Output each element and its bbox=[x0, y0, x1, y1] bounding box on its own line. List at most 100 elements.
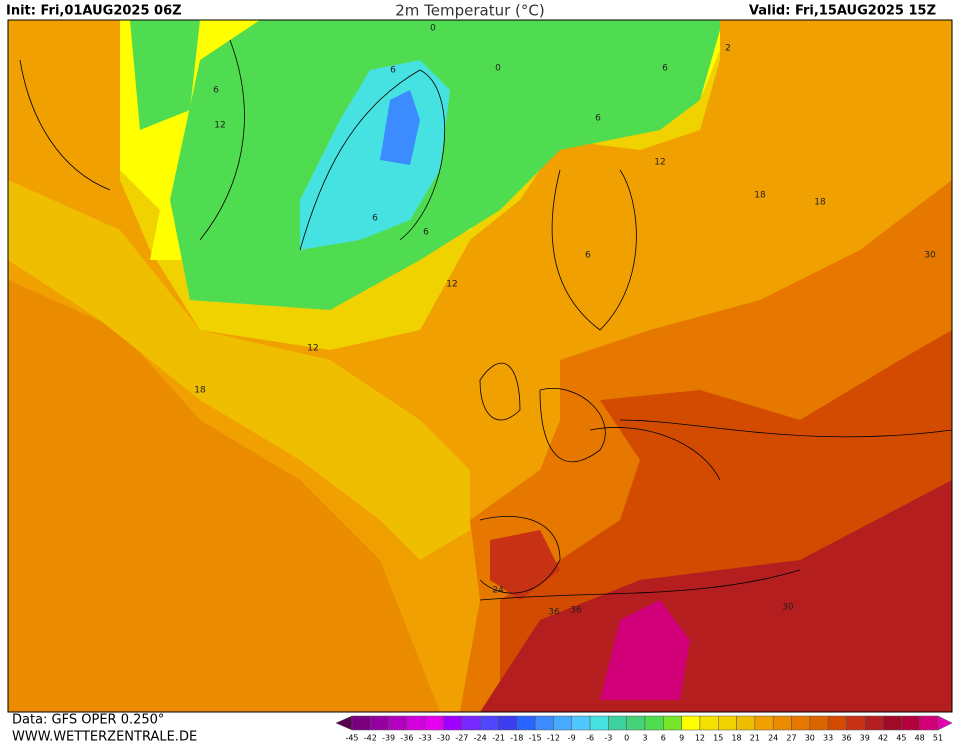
colorbar-tick-label: 3 bbox=[642, 734, 647, 743]
colorbar-tick-label: 0 bbox=[624, 734, 629, 743]
colorbar-swatch bbox=[901, 715, 920, 731]
colorbar-swatch bbox=[479, 715, 499, 731]
colorbar-swatch bbox=[608, 715, 627, 731]
colorbar-tick-label: 6 bbox=[661, 734, 666, 743]
colorbar-swatch bbox=[516, 715, 536, 731]
colorbar: -45 -42 -39 -36 -33 -30 -27 -24 -21 -18 -15 -12 -9 -6… bbox=[335, 715, 953, 743]
contour-label: 12 bbox=[214, 121, 225, 131]
site-url: WWW.WETTERZENTRALE.DE bbox=[12, 730, 197, 745]
contour-label: 30 bbox=[924, 251, 936, 261]
contour-label: 6 bbox=[595, 114, 601, 124]
colorbar-swatch bbox=[718, 715, 737, 731]
colorbar-tick-label: 45 bbox=[896, 734, 906, 743]
colorbar-swatch bbox=[571, 715, 591, 731]
contour-label: 6 bbox=[213, 86, 219, 96]
contour-label: 2 bbox=[725, 44, 731, 54]
colorbar-swatch bbox=[388, 715, 408, 731]
colorbar-swatch bbox=[461, 715, 481, 731]
colorbar-swatch bbox=[553, 715, 572, 731]
colorbar-tick-label: 48 bbox=[915, 734, 925, 743]
colorbar-swatch bbox=[663, 715, 682, 731]
colorbar-tick-label: 18 bbox=[731, 734, 741, 743]
contour-label: 12 bbox=[654, 158, 665, 168]
colorbar-tick-label: 36 bbox=[841, 734, 851, 743]
colorbar-high-end bbox=[937, 715, 953, 731]
colorbar-swatch bbox=[864, 715, 884, 731]
contour-label: 6 bbox=[662, 64, 668, 74]
colorbar-swatch bbox=[846, 715, 865, 731]
colorbar-swatch bbox=[370, 715, 389, 731]
colorbar-tick-label: -21 bbox=[492, 734, 505, 743]
green-zone-west bbox=[130, 20, 200, 130]
colorbar-swatch bbox=[406, 715, 426, 731]
colorbar-tick-label: -30 bbox=[437, 734, 450, 743]
colorbar-swatch bbox=[809, 715, 829, 731]
contour-label: 36 bbox=[548, 608, 560, 618]
colorbar-swatch bbox=[882, 715, 902, 731]
colorbar-swatch bbox=[534, 715, 554, 731]
contour-label: 6 bbox=[585, 251, 591, 261]
colorbar-tick-label: -3 bbox=[604, 734, 612, 743]
map-frame bbox=[7, 19, 953, 713]
colorbar-tick-label: -18 bbox=[510, 734, 523, 743]
colorbar-swatch bbox=[827, 715, 847, 731]
colorbar-swatch bbox=[681, 715, 701, 731]
coastlines bbox=[19, 39, 952, 601]
contour-label: 30 bbox=[782, 603, 794, 613]
colorbar-tick-label: -15 bbox=[529, 734, 542, 743]
colorbar-tick-label: 42 bbox=[878, 734, 888, 743]
colorbar-tick-label: 24 bbox=[768, 734, 778, 743]
africa-hot bbox=[480, 480, 952, 712]
colorbar-swatch bbox=[425, 715, 444, 731]
colorbar-swatch bbox=[498, 715, 518, 731]
init-time: Init: Fri,01AUG2025 06Z bbox=[6, 4, 182, 19]
colorbar-tick-label: -42 bbox=[364, 734, 377, 743]
contour-label: 36 bbox=[570, 606, 582, 616]
colorbar-tick-label: -6 bbox=[586, 734, 594, 743]
sahara-peak bbox=[600, 600, 690, 700]
colorbar-tick-label: -9 bbox=[568, 734, 576, 743]
ocean-warm bbox=[8, 280, 440, 712]
colorbar-swatch bbox=[754, 715, 774, 731]
colorbar-low-end bbox=[335, 715, 353, 731]
colorbar-tick-label: -45 bbox=[345, 734, 358, 743]
contour-label: 0 bbox=[430, 24, 436, 34]
contour-label: 18 bbox=[194, 386, 206, 396]
contour-label: 6 bbox=[390, 66, 396, 76]
contour-label: 18 bbox=[754, 191, 766, 201]
greenland-ice bbox=[380, 90, 420, 165]
map-title: 2m Temperatur (°C) bbox=[395, 2, 545, 20]
colorbar-tick-label: 12 bbox=[695, 734, 705, 743]
colorbar-tick-label: -36 bbox=[400, 734, 413, 743]
contour-label: 18 bbox=[814, 198, 826, 208]
colorbar-swatch bbox=[443, 715, 463, 731]
colorbar-tick-label: 30 bbox=[805, 734, 815, 743]
contour-labels: 0 6 6 0 6 6 12 2 6 6 12 12 12 18 18 18 30 24 36 36 30 6 bbox=[194, 24, 936, 618]
map bbox=[7, 19, 953, 713]
colorbar-swatch bbox=[772, 715, 792, 731]
colorbar-swatch bbox=[919, 715, 939, 731]
contour-label: 0 bbox=[495, 64, 501, 74]
colorbar-tick-label: -27 bbox=[455, 734, 468, 743]
colorbar-swatch bbox=[351, 715, 371, 731]
colorbar-tick-label: 15 bbox=[713, 734, 723, 743]
colorbar-tick-label: 39 bbox=[860, 734, 870, 743]
contour-label: 12 bbox=[446, 280, 457, 290]
colorbar-swatch bbox=[699, 715, 719, 731]
colorbar-tick-label: -33 bbox=[419, 734, 432, 743]
colorbar-tick-label: 51 bbox=[933, 734, 943, 743]
colorbar-swatch bbox=[644, 715, 664, 731]
colorbar-tick-label: -39 bbox=[382, 734, 395, 743]
data-source: Data: GFS OPER 0.250° bbox=[12, 713, 164, 728]
colorbar-tick-label: -12 bbox=[547, 734, 560, 743]
colorbar-swatch bbox=[791, 715, 811, 731]
colorbar-swatch bbox=[736, 715, 756, 731]
contour-label: 6 bbox=[372, 214, 378, 224]
contour-label: 12 bbox=[307, 344, 318, 354]
colorbar-swatch bbox=[626, 715, 646, 731]
contour-label: 24 bbox=[492, 586, 504, 596]
colorbar-tick-label: 27 bbox=[786, 734, 796, 743]
colorbar-tick-label: 21 bbox=[750, 734, 760, 743]
valid-time: Valid: Fri,15AUG2025 15Z bbox=[749, 4, 936, 19]
